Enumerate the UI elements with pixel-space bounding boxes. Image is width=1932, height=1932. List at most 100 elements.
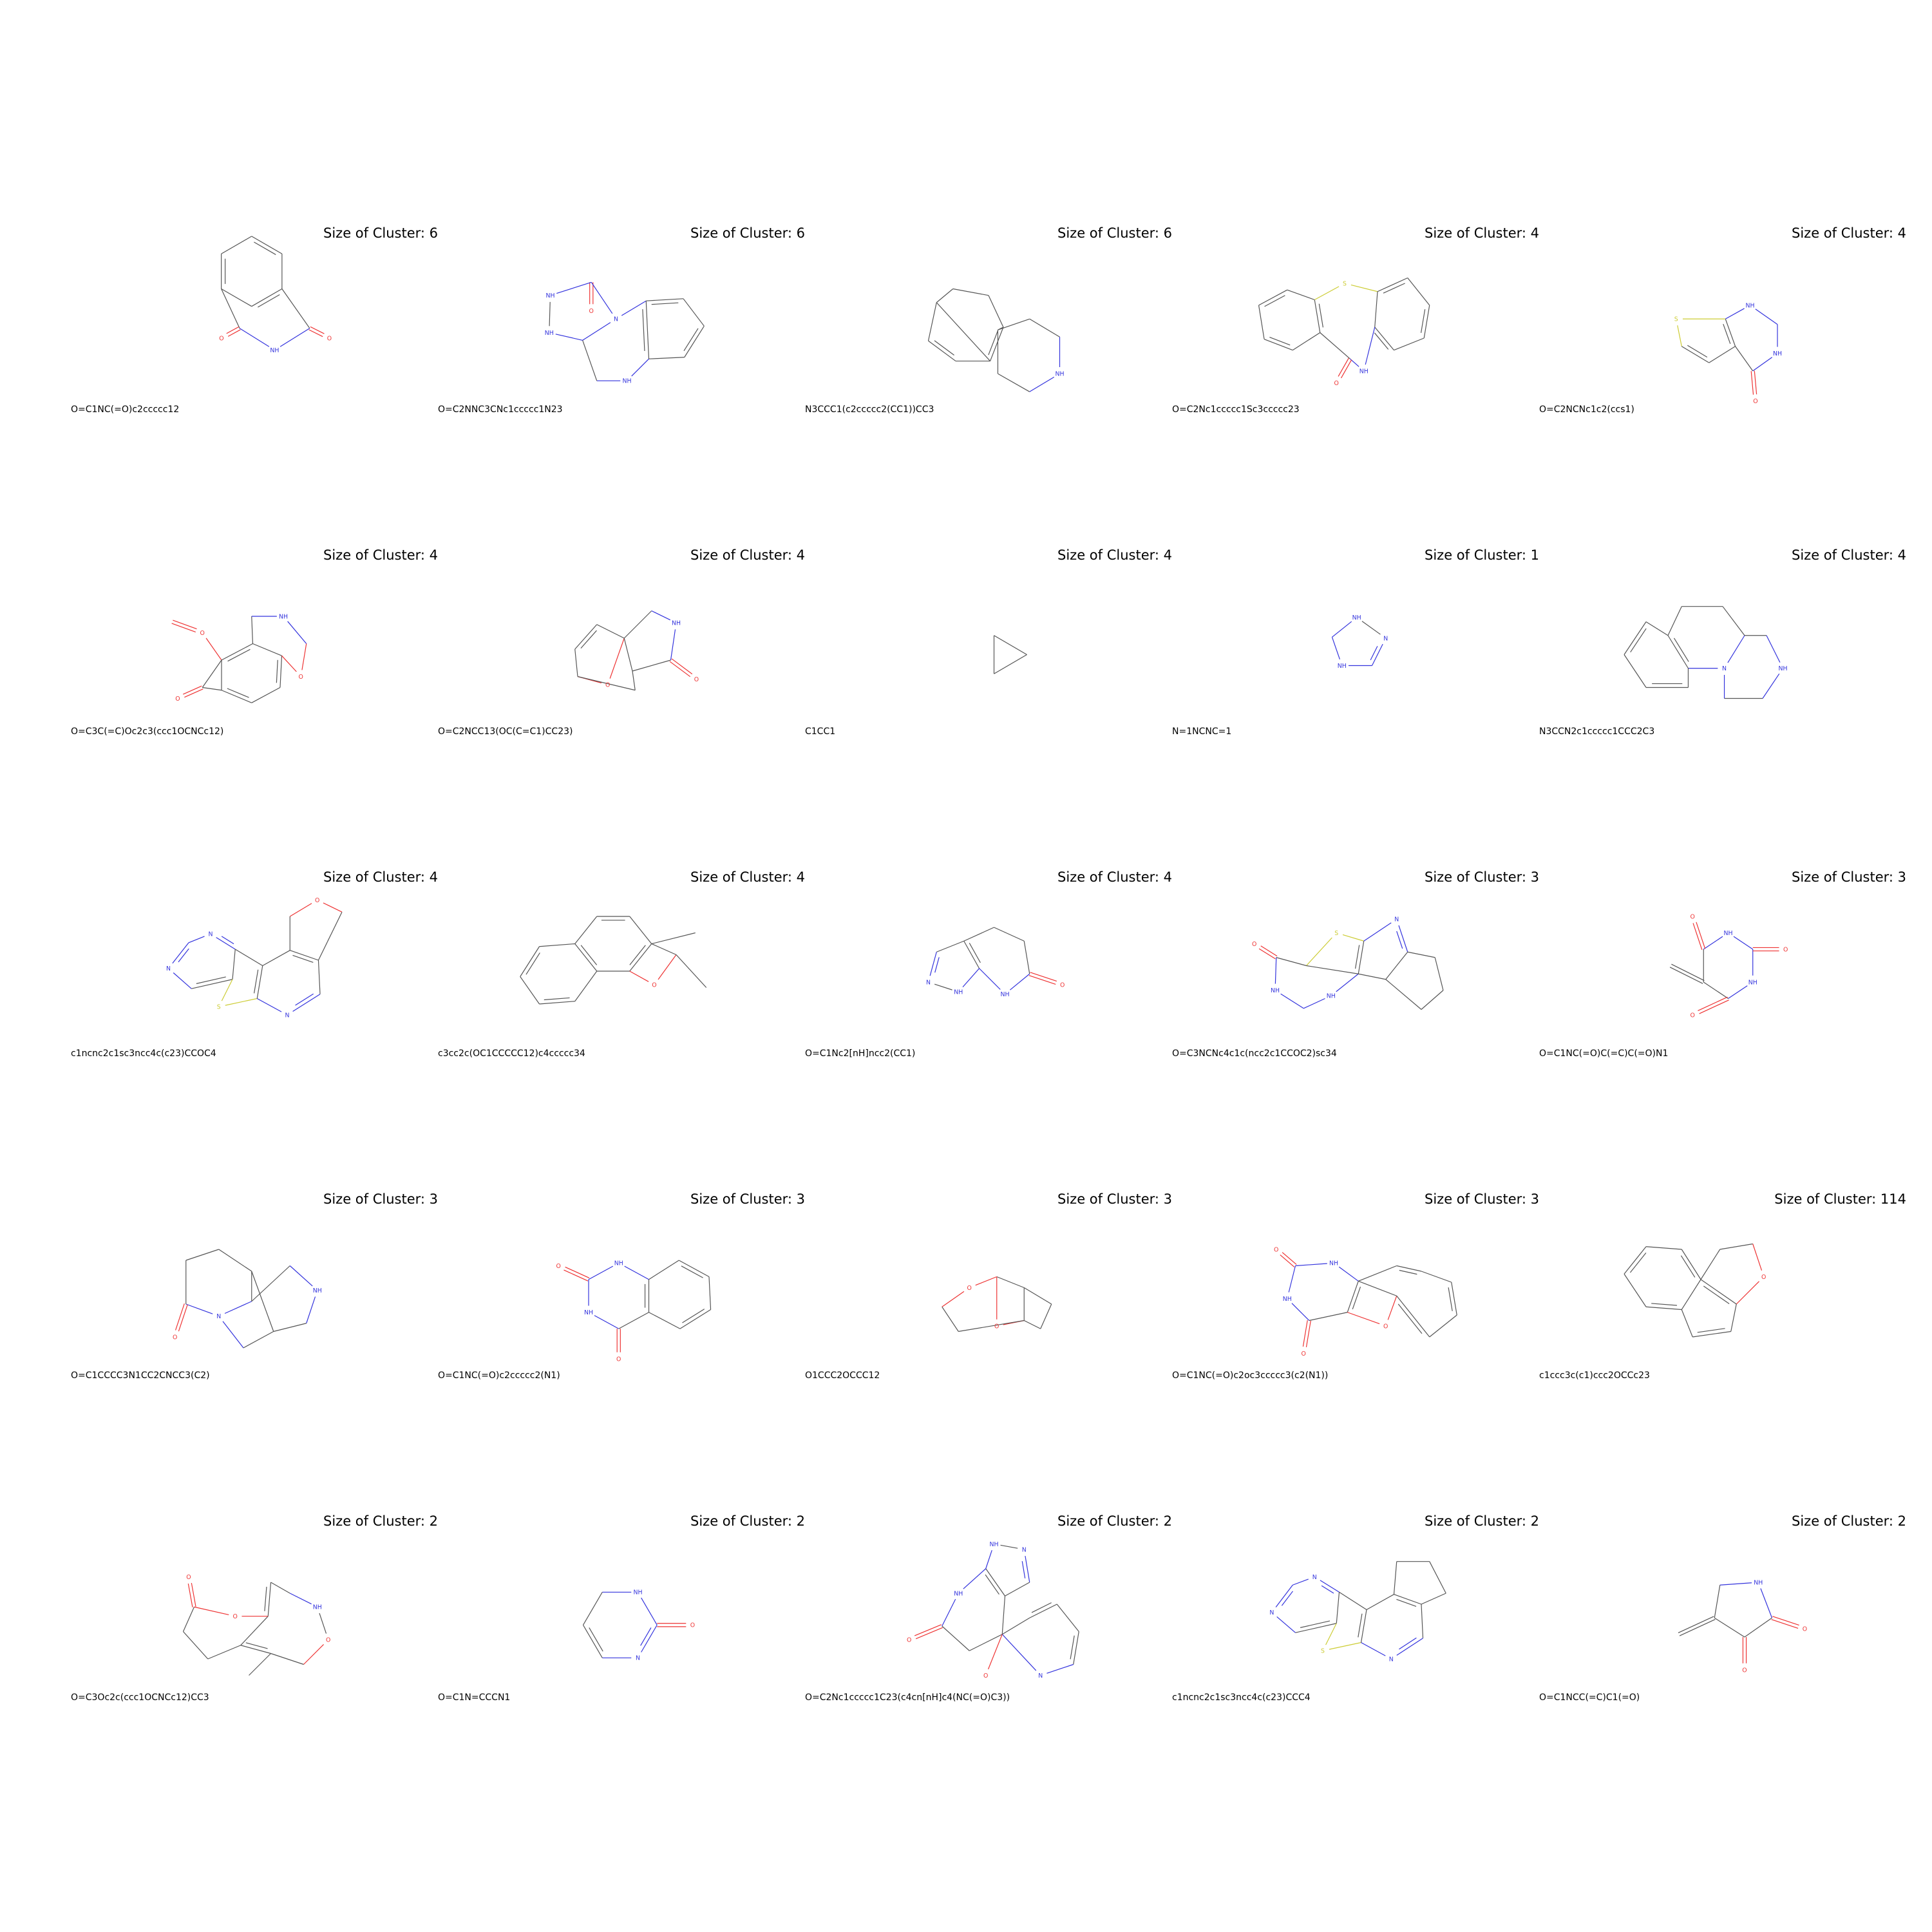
bond-line (1399, 1269, 1417, 1275)
cluster-cell: Size of Cluster: 2 O O NH O O=C3Oc2c(ccc1OCNC… (71, 1513, 438, 1771)
cluster-cell: Size of Cluster: 6 O NH NH N NH O=C2NNC3CNc1cc… (438, 225, 805, 483)
bond-line (205, 638, 222, 661)
atom-label: N (209, 931, 213, 938)
molecule-structure: NH N NH O N O (907, 1541, 1079, 1680)
bond-line (1699, 999, 1729, 1014)
bond-line (1030, 972, 1057, 982)
bond-line (1703, 1285, 1730, 1305)
bond-line (1451, 1282, 1457, 1316)
bond-line (1397, 1303, 1423, 1334)
bond-line (629, 971, 649, 982)
atom-label: O (907, 1637, 911, 1644)
bond-line (182, 1607, 195, 1632)
bond-line (1421, 1604, 1424, 1638)
bond-line (1762, 673, 1780, 699)
bond-line (1385, 951, 1408, 980)
atom-label: N (1312, 1574, 1317, 1581)
atom-label: NH (633, 1589, 642, 1596)
bond-line (1719, 1582, 1752, 1586)
bond-line (564, 1269, 589, 1282)
atom-label: N (285, 1012, 289, 1019)
atom-label: NH (279, 613, 288, 620)
bond-line (1274, 957, 1277, 984)
bond-line (623, 611, 652, 639)
bond-line (1258, 948, 1276, 960)
molecule-structure: O NH O NH (556, 1260, 712, 1363)
bond-line (191, 979, 233, 989)
bond-line (1295, 1263, 1327, 1267)
bond-line (251, 616, 254, 644)
bond-line (1056, 1604, 1079, 1632)
bond-line (669, 661, 691, 677)
bond-line (651, 302, 679, 305)
bond-line (1029, 318, 1060, 337)
bond-line (1667, 635, 1689, 669)
bond-line (1448, 1287, 1453, 1311)
bond-line (1733, 936, 1754, 950)
bond-line (683, 298, 705, 327)
bond-line (1624, 1246, 1647, 1274)
bond-line (1624, 654, 1647, 688)
bond-line (251, 1265, 290, 1302)
bond-line (929, 952, 937, 976)
smiles-label: O=C1NC(=O)C(=C)C(=O)N1 (1539, 1048, 1669, 1059)
bond-line (975, 1276, 997, 1286)
bond-line (1709, 346, 1736, 363)
bond-line (1755, 308, 1778, 325)
bond-line (1292, 332, 1321, 351)
bond-line (1360, 1609, 1367, 1643)
bond-line (629, 943, 652, 972)
bond-line (1336, 973, 1359, 992)
cluster-cell: Size of Cluster: 6 NH N3CCC1(c2ccccc2(CC1)… (805, 225, 1172, 483)
bond-line (1260, 945, 1278, 957)
bond-line (287, 621, 307, 644)
bond-line (942, 1598, 956, 1627)
bond-line (988, 330, 999, 355)
bond-line (1331, 637, 1340, 660)
bond-line (226, 326, 240, 334)
atom-label: O (1274, 1246, 1278, 1253)
bond-line (1269, 336, 1291, 346)
atom-label: NH (313, 1287, 322, 1294)
bond-line (679, 1309, 711, 1329)
bond-line (1280, 1255, 1295, 1267)
atom-label: O (327, 335, 332, 342)
atom-label: O (1742, 1667, 1747, 1674)
bond-line (645, 301, 650, 359)
cluster-size-title: Size of Cluster: 2 (1792, 1513, 1906, 1529)
bond-line (1282, 1252, 1297, 1265)
smiles-label: c1ncnc2c1sc3ncc4c(c23)CCOC4 (71, 1048, 216, 1059)
bond-line (1396, 1295, 1430, 1338)
bond-line (1288, 1265, 1296, 1293)
atom-label: O (994, 1323, 999, 1330)
bond-line (1645, 1246, 1682, 1250)
bond-line (308, 329, 323, 337)
bond-line (221, 289, 240, 328)
molecule-structure: NH N NH O (926, 927, 1065, 998)
bond-line (963, 927, 994, 942)
bond-line (936, 302, 990, 362)
atom-label: NH (672, 620, 681, 627)
bond-line (251, 288, 283, 307)
atom-label: O (967, 1285, 972, 1292)
cluster-size-title: Size of Cluster: 6 (323, 225, 438, 241)
bond-line (1046, 1663, 1074, 1674)
atom-label: N (166, 965, 171, 972)
bond-line (1377, 277, 1408, 292)
bond-line (1766, 635, 1781, 663)
cluster-cell: Size of Cluster: 6 NH O O O=C1NC(=O)c2ccccc1… (71, 225, 438, 483)
bond-line (1423, 305, 1430, 339)
bond-line (1669, 967, 1703, 984)
bond-line (642, 309, 645, 351)
bond-line (270, 1653, 304, 1665)
bond-line (222, 1321, 244, 1349)
atom-label: NH (1359, 368, 1368, 375)
atom-label: O (556, 1263, 561, 1270)
bond-line (1275, 1584, 1293, 1607)
bond-line (582, 1592, 603, 1625)
bond-line (988, 295, 1004, 328)
atom-label: N (926, 979, 931, 986)
bond-line (1363, 922, 1392, 942)
